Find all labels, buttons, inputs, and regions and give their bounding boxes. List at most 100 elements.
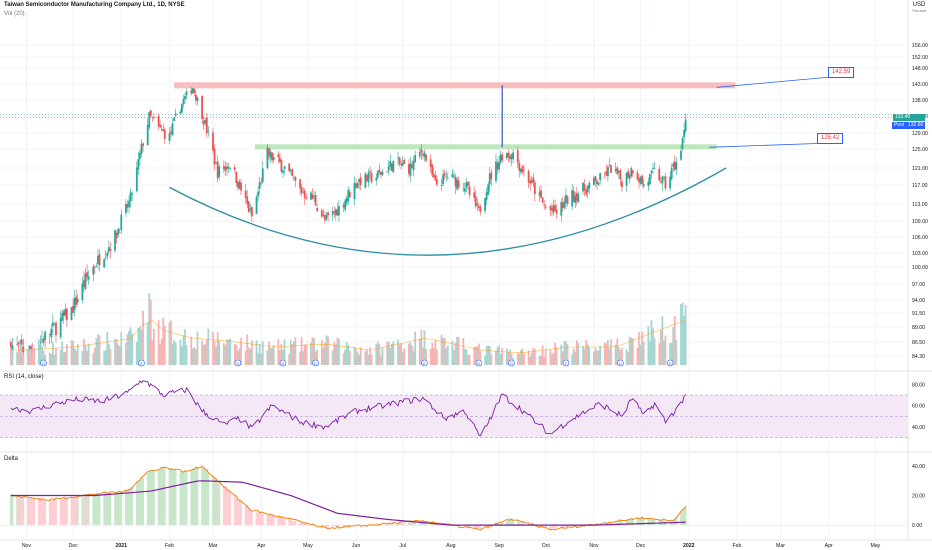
delta-histogram-bar xyxy=(229,491,232,526)
candle-body xyxy=(207,131,210,133)
candle-body xyxy=(288,163,291,171)
delta-histogram-bar xyxy=(255,512,258,526)
price-axis[interactable]: 156.00152.00148.00143.00138.00133.00129.… xyxy=(912,43,928,529)
candle-body xyxy=(672,163,675,167)
delta-tick-label: 0.00 xyxy=(912,523,922,529)
delta-histogram-bar xyxy=(621,521,623,526)
volume-bar xyxy=(229,338,232,365)
candle-body xyxy=(586,185,589,193)
candle-body xyxy=(628,175,631,179)
volume-bar xyxy=(140,329,143,365)
volume-bar xyxy=(31,349,34,365)
delta-histogram-bar xyxy=(41,498,43,526)
volume-bar xyxy=(76,344,79,365)
volume-bar xyxy=(555,347,558,365)
volume-bar xyxy=(17,350,20,365)
volume-bar xyxy=(387,341,390,365)
candle-body xyxy=(159,124,162,128)
volume-bar xyxy=(670,342,673,365)
delta-histogram-bar xyxy=(292,521,295,526)
delta-histogram-bar xyxy=(62,498,65,526)
delta-histogram-bar xyxy=(411,520,413,526)
candle-body xyxy=(236,182,239,188)
volume-bar xyxy=(443,337,446,365)
volume-bar xyxy=(212,331,214,365)
resistance-price-label[interactable]: 142.59 xyxy=(828,67,855,78)
price-tick-label: 138.00 xyxy=(912,98,928,104)
volume-bar xyxy=(97,334,99,365)
volume-bar xyxy=(218,341,221,365)
delta-histogram-bar xyxy=(83,496,85,526)
delta-histogram-bar xyxy=(76,495,79,526)
candle-body xyxy=(174,113,177,116)
candle-body xyxy=(681,138,684,149)
candle-body xyxy=(118,231,121,233)
candle-body xyxy=(277,154,280,158)
candle-body xyxy=(597,182,600,185)
rsi-pane[interactable] xyxy=(0,380,908,438)
volume-bar xyxy=(92,353,95,365)
candle-body xyxy=(462,188,465,190)
price-tick-label: 129.00 xyxy=(912,131,928,137)
volume-bar xyxy=(153,329,155,365)
time-tick-label: Feb xyxy=(732,543,741,549)
candle-body xyxy=(191,88,194,94)
volume-bar xyxy=(333,341,336,365)
volume-bar xyxy=(519,350,522,365)
volume-bar xyxy=(129,327,132,365)
delta-histogram-bar xyxy=(333,525,336,527)
candle-body xyxy=(20,339,23,346)
event-marker-letter: D xyxy=(42,361,45,366)
delta-histogram-bar xyxy=(120,491,123,526)
candle-body xyxy=(51,322,54,327)
volume-bar xyxy=(235,344,238,365)
volume-bar xyxy=(445,348,448,365)
candle-body xyxy=(283,166,286,170)
delta-histogram-bar xyxy=(476,525,479,530)
candle-body xyxy=(501,154,504,161)
currency-label[interactable]: USD Tew.sub xyxy=(906,2,932,13)
volume-bar xyxy=(523,353,525,365)
rsi-tick-label: 80.00 xyxy=(912,382,925,388)
volume-bar xyxy=(549,349,552,365)
volume-bar xyxy=(149,299,152,365)
support-price-label[interactable]: 125.42 xyxy=(817,133,844,144)
delta-histogram-bar xyxy=(207,472,210,526)
price-tick-label: 156.00 xyxy=(912,43,928,49)
candle-body xyxy=(412,160,415,171)
delta-histogram-bar xyxy=(20,496,23,526)
candle-body xyxy=(244,190,247,198)
delta-histogram-bar xyxy=(294,520,297,526)
candle-body xyxy=(185,91,188,96)
volume-bar xyxy=(314,351,317,365)
event-marker-letter: D xyxy=(236,361,239,366)
delta-histogram-bar xyxy=(159,469,162,526)
candle-body xyxy=(467,181,469,186)
volume-bar xyxy=(599,346,602,365)
delta-histogram-bar xyxy=(325,525,328,530)
delta-histogram-bar xyxy=(303,522,306,526)
candle-body xyxy=(649,174,651,185)
delta-pane[interactable] xyxy=(0,464,908,531)
delta-histogram-bar xyxy=(151,469,154,526)
delta-histogram-bar xyxy=(299,521,301,526)
delta-histogram-bar xyxy=(104,492,107,526)
event-marker-icon xyxy=(138,359,145,367)
candle-body xyxy=(289,170,292,172)
volume-bar xyxy=(597,350,600,365)
volume-bar xyxy=(658,343,661,365)
candle-body xyxy=(647,181,650,186)
volume-bar xyxy=(429,349,432,365)
candle-body xyxy=(505,153,508,159)
candle-body xyxy=(543,204,546,206)
time-axis[interactable]: Nov Dec 2021 Feb Mar Apr May Jun Jul Aug Sep Oct Nov… xyxy=(22,543,881,549)
volume-bar xyxy=(680,303,682,365)
delta-histogram-bar xyxy=(631,518,634,526)
delta-histogram-bar xyxy=(72,497,74,526)
volume-bar xyxy=(61,341,64,365)
candle-body xyxy=(310,192,312,200)
candle-body xyxy=(512,152,514,160)
volume-bar xyxy=(28,348,31,365)
